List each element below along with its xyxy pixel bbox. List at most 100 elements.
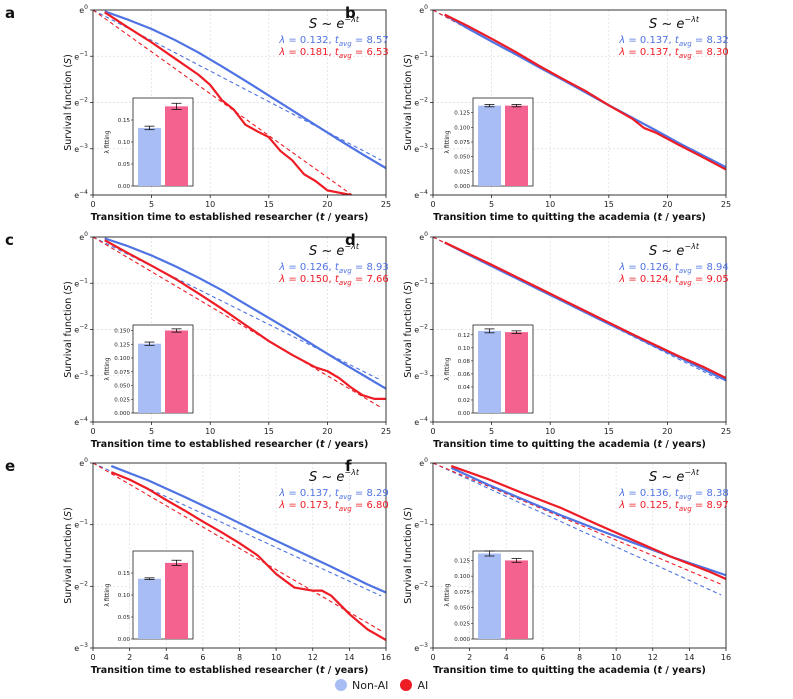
x-axis-label: Transition time to established researche…	[91, 439, 369, 450]
y-tick-label: e−2	[414, 97, 428, 108]
x-tick-label: 15	[264, 427, 274, 436]
x-tick-label: 14	[344, 653, 354, 662]
legend-swatch-non-ai	[335, 679, 347, 691]
x-axis-label: Transition time to quitting the academia…	[433, 439, 706, 450]
y-tick-label: e−3	[414, 143, 428, 154]
y-tick-label: e0	[79, 231, 88, 242]
inset-y-tick-label: 0.00	[458, 411, 471, 417]
panel-letter: d	[345, 231, 356, 249]
x-tick-label: 15	[604, 200, 614, 209]
legend: Non-AI AI	[335, 675, 459, 695]
x-tick-label: 5	[489, 200, 494, 209]
x-tick-label: 25	[721, 427, 731, 436]
inset-bar-non-ai	[138, 578, 161, 639]
inset-bar-ai	[165, 562, 188, 639]
x-tick-label: 16	[381, 653, 391, 662]
x-tick-label: 10	[205, 427, 215, 436]
series-line-non-ai	[110, 465, 386, 594]
y-tick-label: e−1	[414, 277, 428, 288]
inset-bar-ai	[165, 330, 188, 413]
inset-bar-ai	[505, 332, 528, 413]
x-tick-label: 12	[308, 653, 318, 662]
y-tick-label: e−4	[74, 416, 88, 427]
inset-bar-non-ai	[478, 330, 501, 413]
inset-y-axis-label: λ fitting	[104, 357, 111, 380]
inset-y-tick-label: 0.050	[454, 155, 470, 161]
panel-letter: b	[345, 4, 356, 22]
series-line-ai	[444, 241, 726, 380]
x-tick-label: 14	[684, 653, 694, 662]
inset-y-tick-label: 0.075	[454, 590, 470, 596]
panel-d: d 0 5 10 15 20 25 e0 e−1 e−2 e−3 e−4 Transition time…	[345, 231, 731, 450]
inset-y-tick-label: 0.000	[454, 184, 470, 190]
inset-y-tick-label: 0.05	[118, 162, 131, 168]
inset-y-tick-label: 0.08	[458, 359, 471, 365]
x-tick-label: 25	[381, 200, 391, 209]
inset-y-tick-label: 0.00	[118, 637, 131, 643]
x-tick-label: 5	[489, 427, 494, 436]
panel-b: b 0 5 10 15 20 25 e0 e−1 e−2 e−3 e−4 Transition time…	[345, 4, 731, 223]
lambda-annotation-non-ai: λ = 0.126, tavg = 8.94	[618, 262, 728, 275]
y-axis-label: Survival function (S)	[403, 281, 414, 378]
x-tick-label: 10	[545, 200, 555, 209]
lambda-annotation-ai: λ = 0.181, tavg = 6.53	[278, 47, 388, 60]
inset-y-tick-label: 0.025	[454, 169, 470, 175]
inset-bar-chart: 0.00 0.05 0.10 0.15 λ fitting	[104, 97, 194, 190]
inset-y-tick-label: 0.025	[454, 621, 470, 627]
inset-y-tick-label: 0.00	[118, 184, 131, 190]
x-tick-label: 4	[164, 653, 169, 662]
inset-y-tick-label: 0.10	[118, 140, 131, 146]
y-tick-label: e−1	[414, 519, 428, 530]
x-tick-label: 0	[430, 427, 435, 436]
inset-bar-non-ai	[478, 553, 501, 639]
x-tick-label: 5	[149, 427, 154, 436]
inset-bar-non-ai	[138, 343, 161, 413]
y-tick-label: e0	[419, 457, 428, 468]
inset-bar-ai	[505, 105, 528, 186]
inset-y-tick-label: 0.04	[458, 385, 471, 391]
y-tick-label: e−3	[74, 143, 88, 154]
series-line-non-ai	[104, 10, 386, 170]
x-tick-label: 12	[648, 653, 658, 662]
inset-bar-chart: 0.000 0.025 0.050 0.075 0.100 0.125 λ fitting	[444, 550, 534, 643]
x-tick-label: 2	[467, 653, 472, 662]
legend-swatch-ai	[400, 679, 413, 691]
panel-letter: f	[345, 457, 352, 475]
panel-letter: c	[5, 231, 14, 249]
formula-label: S ~ e−λt	[649, 468, 700, 485]
series-line-ai	[450, 465, 726, 580]
inset-y-axis-label: λ fitting	[444, 583, 451, 606]
x-tick-label: 0	[90, 427, 95, 436]
lambda-annotation-ai: λ = 0.173, tavg = 6.80	[278, 500, 388, 513]
lambda-annotation-non-ai: λ = 0.137, tavg = 8.29	[278, 488, 388, 501]
inset-y-tick-label: 0.125	[454, 111, 470, 117]
inset-y-tick-label: 0.02	[458, 398, 470, 404]
panel-letter: e	[5, 457, 15, 475]
inset-y-axis-label: λ fitting	[444, 357, 451, 380]
x-tick-label: 0	[430, 200, 435, 209]
y-tick-label: e−2	[414, 580, 428, 591]
y-tick-label: e0	[79, 457, 88, 468]
y-axis-label: Survival function (S)	[63, 281, 74, 378]
x-tick-label: 8	[237, 653, 242, 662]
y-tick-label: e−2	[74, 324, 88, 335]
x-axis-label: Transition time to quitting the academia…	[433, 212, 706, 223]
lambda-annotation-ai: λ = 0.125, tavg = 8.97	[618, 500, 728, 513]
legend-item-ai: AI	[400, 679, 428, 692]
series-line-non-ai	[444, 13, 726, 169]
lambda-annotation-non-ai: λ = 0.132, tavg = 8.57	[278, 35, 388, 48]
inset-y-tick-label: 0.12	[458, 333, 470, 339]
inset-y-tick-label: 0.05	[118, 615, 131, 621]
legend-item-non-ai: Non-AI	[335, 679, 388, 692]
x-tick-label: 10	[205, 200, 215, 209]
legend-label-ai: AI	[417, 678, 429, 692]
fit-line-non-ai	[433, 237, 722, 381]
inset-y-axis-label: λ fitting	[444, 130, 451, 153]
y-tick-label: e−3	[74, 370, 88, 381]
inset-y-tick-label: 0.075	[114, 370, 130, 376]
x-tick-label: 6	[540, 653, 545, 662]
inset-bar-chart: 0.000 0.025 0.050 0.075 0.100 0.125 λ fitting	[444, 97, 534, 190]
lambda-annotation-ai: λ = 0.150, tavg = 7.66	[278, 274, 388, 287]
formula-label: S ~ e−λt	[309, 468, 360, 485]
x-tick-label: 16	[721, 653, 731, 662]
